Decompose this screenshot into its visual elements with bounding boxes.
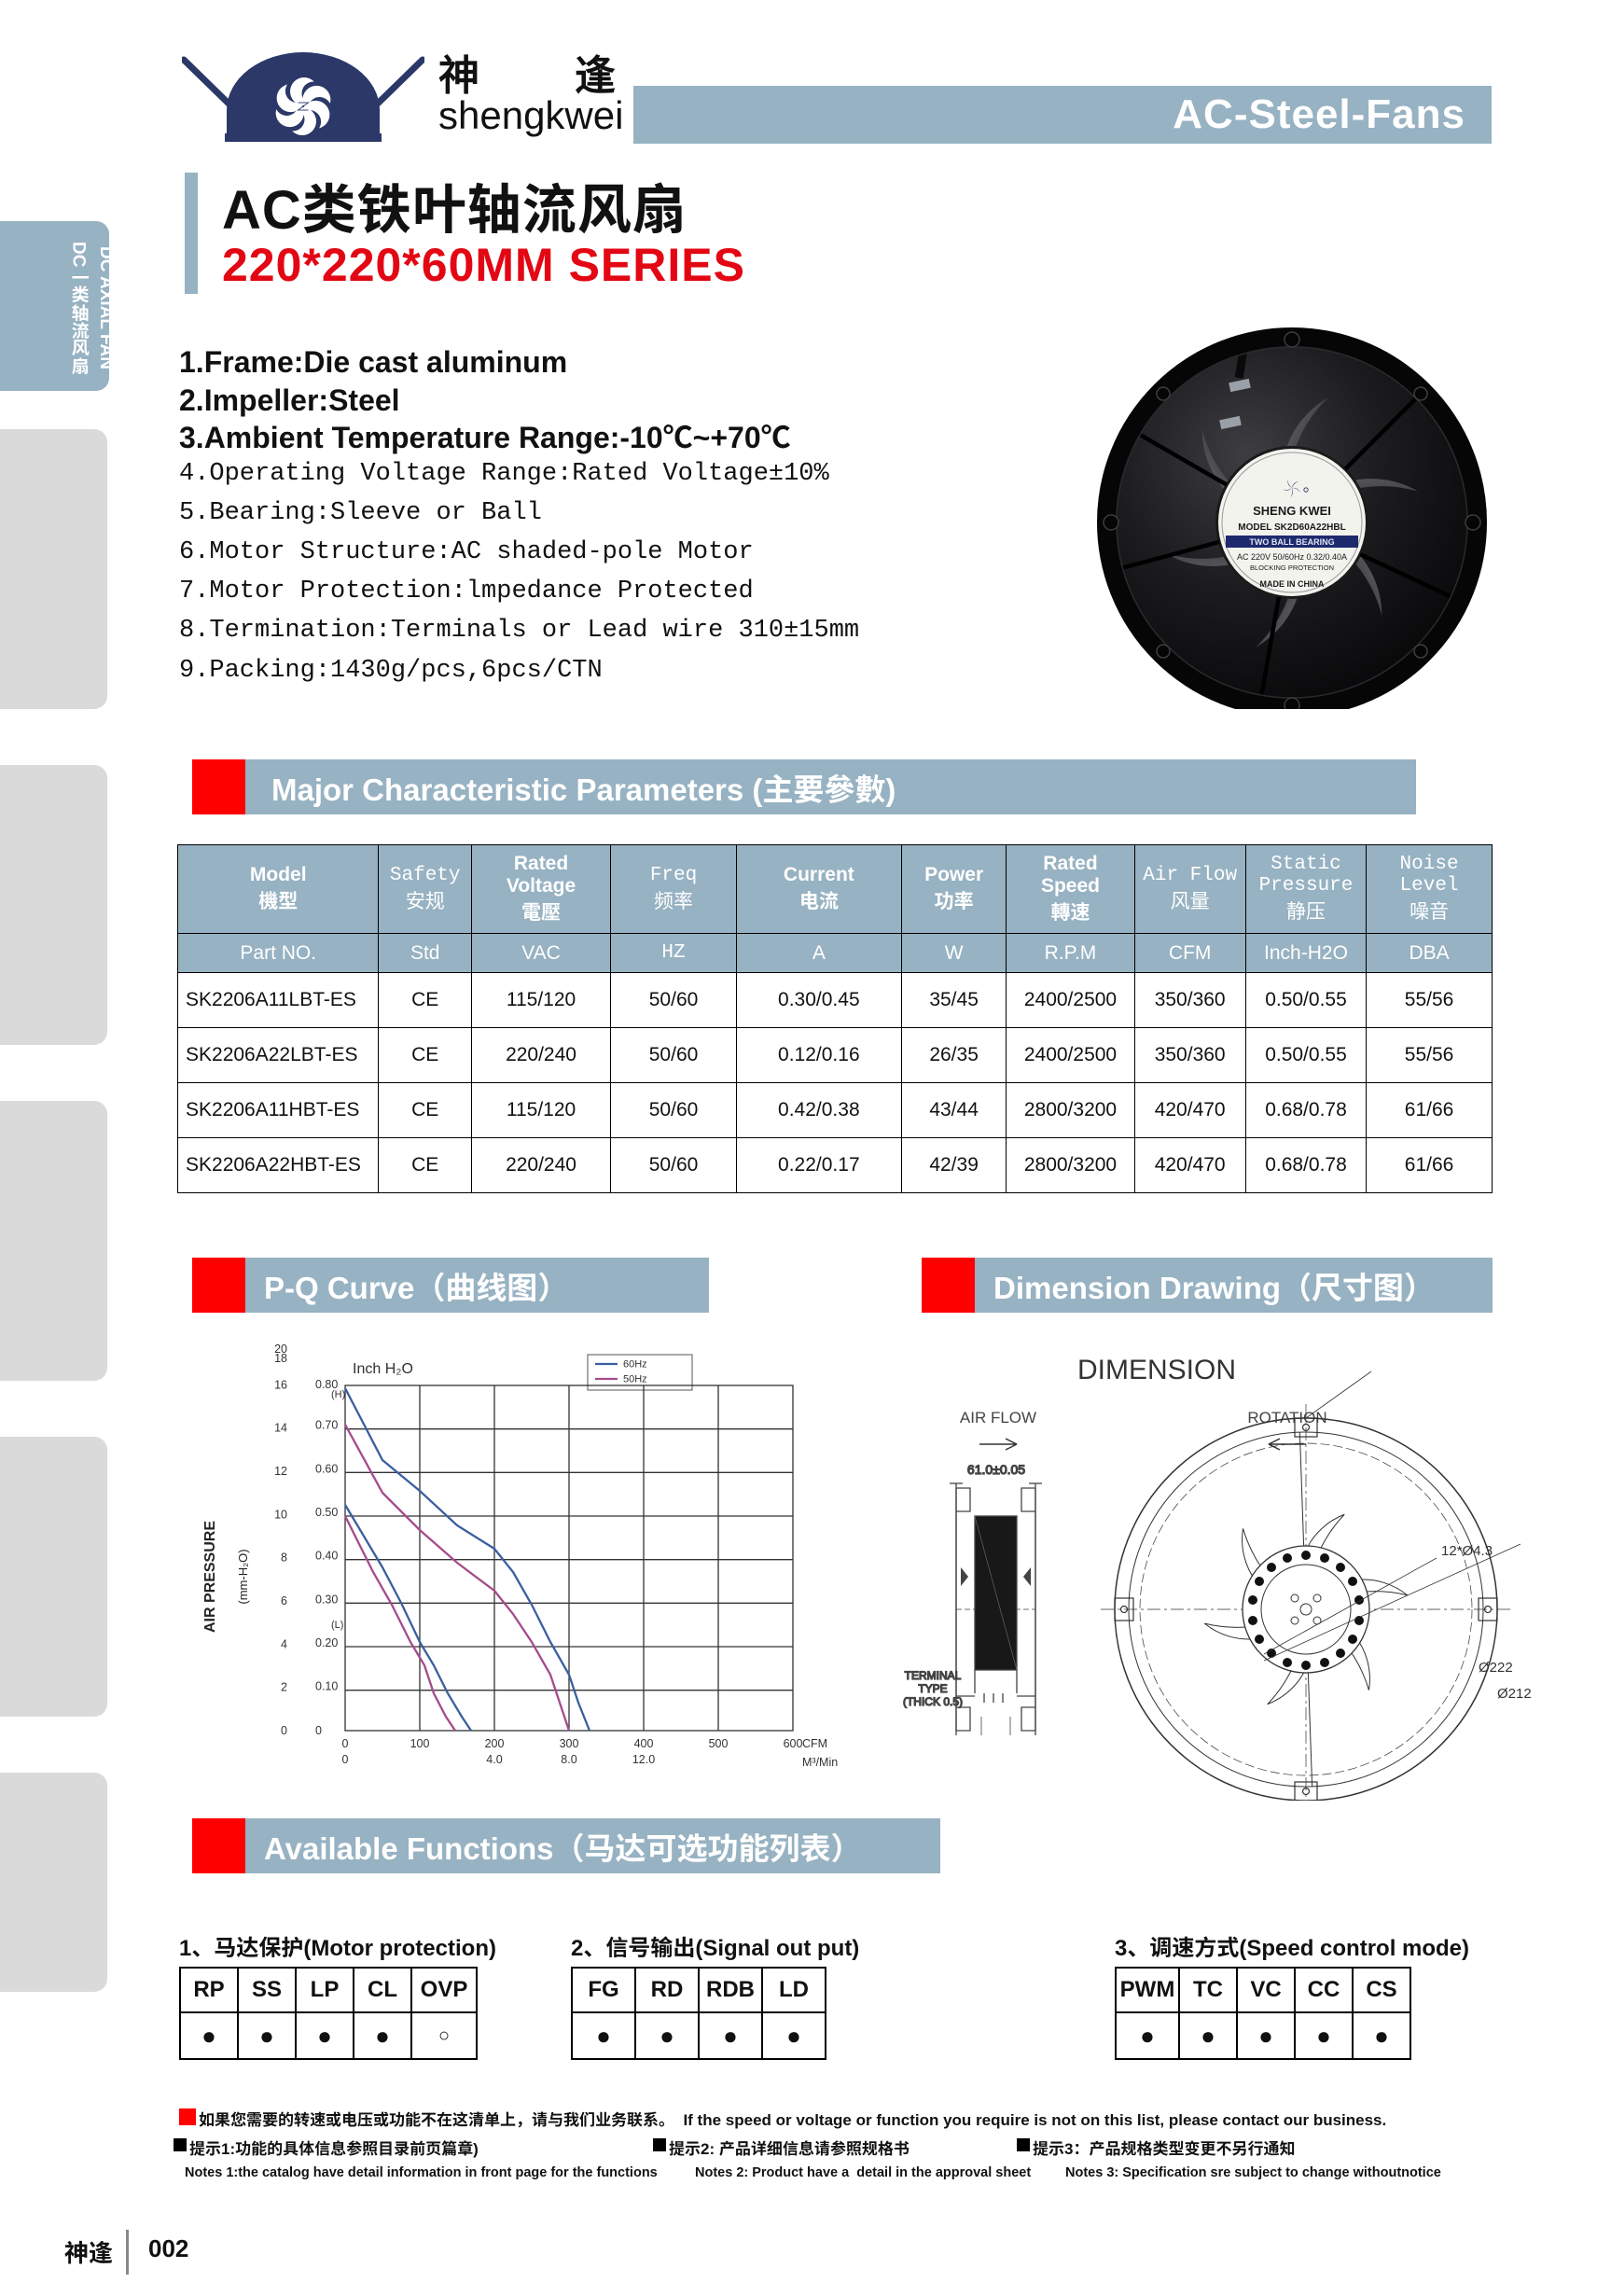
svg-text:MODEL SK2D60A22HBL: MODEL SK2D60A22HBL bbox=[1238, 522, 1345, 533]
svg-text:14: 14 bbox=[274, 1422, 287, 1435]
svg-text:0: 0 bbox=[342, 1753, 349, 1766]
svg-text:MADE IN CHINA: MADE IN CHINA bbox=[1260, 579, 1325, 589]
svg-text:12: 12 bbox=[274, 1465, 287, 1478]
svg-text:0.20: 0.20 bbox=[315, 1636, 338, 1649]
svg-text:8.0: 8.0 bbox=[561, 1753, 576, 1766]
svg-text:200: 200 bbox=[485, 1737, 505, 1750]
svg-text:61.0±0.05: 61.0±0.05 bbox=[967, 1462, 1025, 1477]
svg-text:16: 16 bbox=[274, 1378, 287, 1391]
svg-text:AIR FLOW: AIR FLOW bbox=[960, 1409, 1036, 1426]
svg-text:(THICK 0.5): (THICK 0.5) bbox=[903, 1695, 963, 1708]
svg-text:(L): (L) bbox=[331, 1620, 343, 1631]
svg-text:10: 10 bbox=[274, 1508, 287, 1521]
svg-text:Ø212: Ø212 bbox=[1497, 1686, 1532, 1702]
svg-text:SHENG KWEI: SHENG KWEI bbox=[1253, 504, 1331, 518]
svg-text:60Hz: 60Hz bbox=[623, 1359, 647, 1371]
svg-text:8: 8 bbox=[281, 1552, 287, 1565]
svg-text:0: 0 bbox=[342, 1737, 349, 1750]
svg-text:300: 300 bbox=[560, 1737, 579, 1750]
svg-text:600: 600 bbox=[784, 1737, 803, 1750]
svg-text:0.60: 0.60 bbox=[315, 1462, 338, 1475]
svg-text:400: 400 bbox=[634, 1737, 654, 1750]
svg-text:AIR PRESSURE: AIR PRESSURE bbox=[202, 1521, 218, 1633]
svg-text:0.10: 0.10 bbox=[315, 1680, 338, 1693]
svg-text:M³/Min: M³/Min bbox=[802, 1756, 838, 1769]
svg-text:4: 4 bbox=[281, 1637, 287, 1650]
svg-text:TYPE: TYPE bbox=[918, 1682, 947, 1695]
svg-text:2: 2 bbox=[281, 1681, 287, 1694]
svg-text:BLOCKING PROTECTION: BLOCKING PROTECTION bbox=[1250, 564, 1334, 572]
svg-text:0: 0 bbox=[315, 1724, 322, 1737]
svg-text:12*Ø4.3: 12*Ø4.3 bbox=[1441, 1543, 1493, 1559]
svg-text:100: 100 bbox=[410, 1737, 430, 1750]
svg-text:0.50: 0.50 bbox=[315, 1506, 338, 1519]
svg-text:(mm-H₂O): (mm-H₂O) bbox=[236, 1549, 250, 1604]
svg-text:0: 0 bbox=[281, 1724, 287, 1737]
svg-text:AC 220V 50/60Hz 0.32/0.40A: AC 220V 50/60Hz 0.32/0.40A bbox=[1237, 552, 1347, 562]
svg-text:12.0: 12.0 bbox=[632, 1753, 655, 1766]
svg-text:DIMENSION: DIMENSION bbox=[1077, 1355, 1236, 1385]
svg-text:6: 6 bbox=[281, 1594, 287, 1607]
svg-text:TERMINAL: TERMINAL bbox=[905, 1669, 962, 1682]
svg-text:Ø222: Ø222 bbox=[1479, 1660, 1513, 1676]
svg-text:CFM: CFM bbox=[802, 1737, 827, 1750]
svg-text:500: 500 bbox=[709, 1737, 729, 1750]
svg-text:TWO BALL BEARING: TWO BALL BEARING bbox=[1249, 537, 1334, 547]
svg-text:(H): (H) bbox=[331, 1389, 345, 1400]
svg-text:50Hz: 50Hz bbox=[623, 1374, 647, 1385]
svg-text:Inch H₂O: Inch H₂O bbox=[353, 1361, 413, 1377]
svg-text:0.40: 0.40 bbox=[315, 1550, 338, 1563]
svg-text:0.70: 0.70 bbox=[315, 1419, 338, 1432]
svg-text:4.0: 4.0 bbox=[486, 1753, 502, 1766]
svg-text:18: 18 bbox=[274, 1352, 287, 1365]
svg-text:0.30: 0.30 bbox=[315, 1593, 338, 1606]
